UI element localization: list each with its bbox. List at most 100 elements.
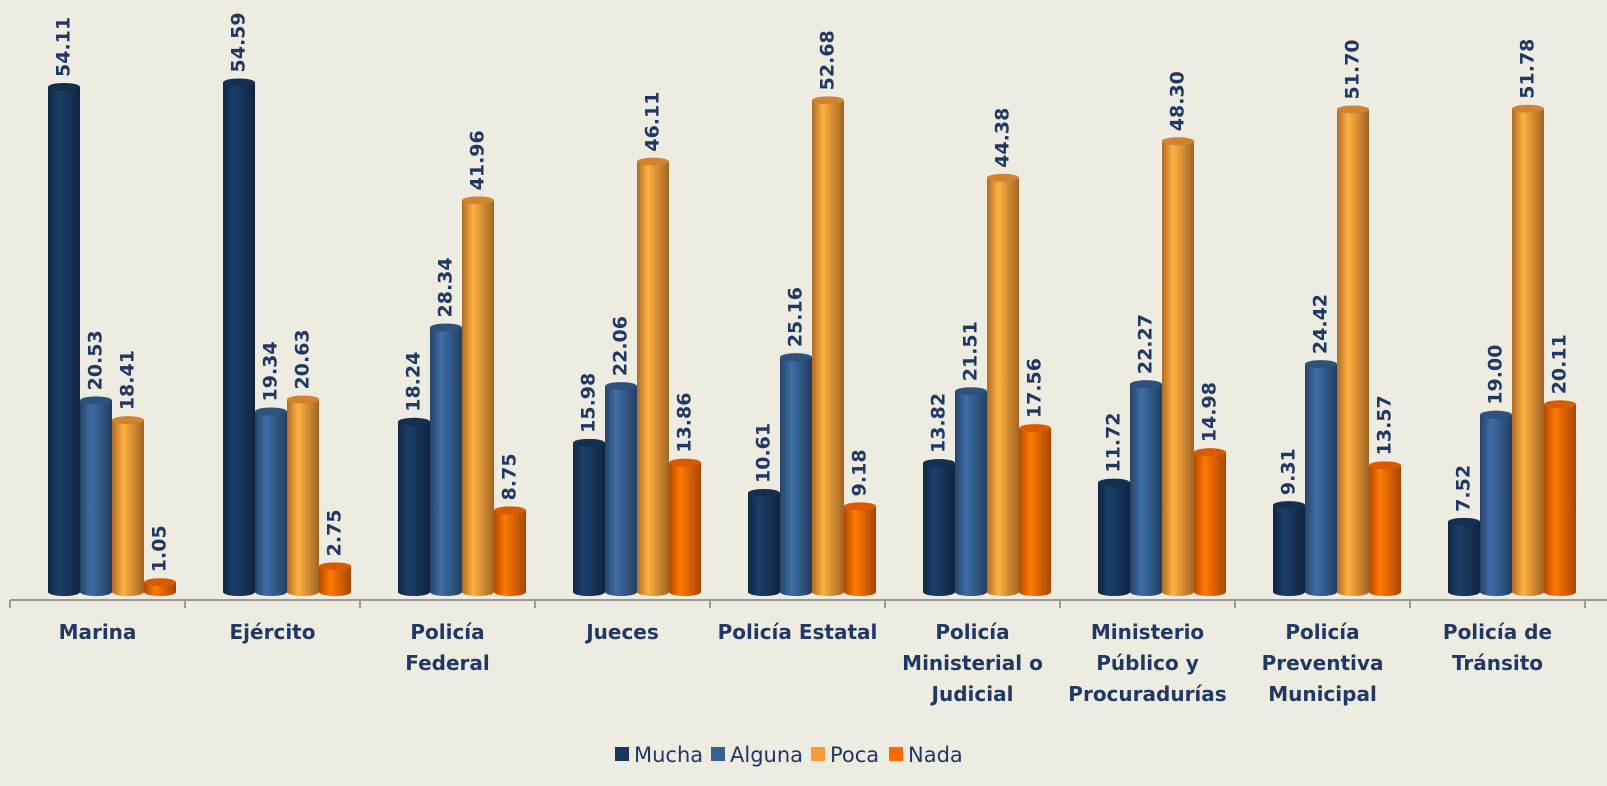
bar-base bbox=[1512, 588, 1544, 596]
value-label: 10.61 bbox=[753, 423, 775, 483]
x-tick-label: Policía Federal bbox=[405, 620, 490, 675]
bar bbox=[287, 399, 319, 592]
bar-top bbox=[1544, 400, 1576, 409]
bar-top bbox=[844, 502, 876, 511]
bar bbox=[923, 463, 955, 592]
x-tick-label: Ministerio Público y Procuradurías bbox=[1068, 620, 1227, 706]
bar bbox=[112, 420, 144, 592]
value-label: 51.78 bbox=[1517, 39, 1539, 99]
bar-top bbox=[398, 417, 430, 426]
bar-top bbox=[1512, 104, 1544, 113]
bar-base bbox=[462, 588, 494, 596]
value-label: 22.27 bbox=[1135, 314, 1157, 374]
value-label: 20.11 bbox=[1549, 334, 1571, 394]
value-label: 28.34 bbox=[435, 257, 457, 317]
bar bbox=[812, 100, 844, 592]
bar-top bbox=[494, 506, 526, 515]
x-tick-label: Policía de Tránsito bbox=[1442, 620, 1553, 675]
bar bbox=[1019, 428, 1051, 592]
value-label: 52.68 bbox=[817, 30, 839, 90]
value-label: 24.42 bbox=[1310, 294, 1332, 354]
bar-base bbox=[494, 588, 526, 596]
bar-top bbox=[923, 459, 955, 468]
bar-base bbox=[319, 588, 351, 596]
bar-top bbox=[144, 578, 176, 587]
bar-top bbox=[1130, 380, 1162, 389]
value-label: 15.98 bbox=[578, 373, 600, 433]
bar bbox=[398, 421, 430, 592]
value-label: 13.57 bbox=[1374, 395, 1396, 455]
bar bbox=[48, 86, 80, 593]
bar-base bbox=[1130, 588, 1162, 596]
bar-top bbox=[1369, 461, 1401, 470]
value-label: 1.05 bbox=[149, 525, 171, 572]
bar-top bbox=[255, 407, 287, 416]
bar-base bbox=[1273, 588, 1305, 596]
value-label: 44.38 bbox=[992, 108, 1014, 168]
bar bbox=[780, 357, 812, 592]
bar-base bbox=[748, 588, 780, 596]
bar-top bbox=[287, 395, 319, 404]
bar-top bbox=[812, 96, 844, 105]
bar-base bbox=[1098, 588, 1130, 596]
bar-top bbox=[1305, 360, 1337, 369]
value-label: 11.72 bbox=[1103, 413, 1125, 473]
bar-top bbox=[637, 157, 669, 166]
x-tick-label: Ejército bbox=[229, 620, 316, 644]
bar bbox=[1305, 364, 1337, 592]
bar-base bbox=[1305, 588, 1337, 596]
value-label: 41.96 bbox=[467, 130, 489, 190]
bar-base bbox=[112, 588, 144, 596]
bar-base bbox=[637, 588, 669, 596]
bar-base bbox=[48, 588, 80, 596]
value-label: 19.34 bbox=[260, 341, 282, 401]
bar bbox=[748, 492, 780, 592]
bar bbox=[1448, 521, 1480, 592]
bar-top bbox=[1273, 501, 1305, 510]
bar-top bbox=[80, 396, 112, 405]
bar bbox=[605, 386, 637, 592]
bar-top bbox=[780, 353, 812, 362]
bar-base bbox=[1337, 588, 1369, 596]
value-label: 20.63 bbox=[292, 329, 314, 389]
bar-top bbox=[1194, 448, 1226, 457]
bar-base bbox=[223, 588, 255, 596]
bar-top bbox=[1019, 424, 1051, 433]
bar-top bbox=[319, 562, 351, 571]
value-label: 8.75 bbox=[499, 453, 521, 500]
bar-base bbox=[1544, 588, 1576, 596]
value-label: 25.16 bbox=[785, 287, 807, 347]
bar bbox=[430, 327, 462, 592]
bar-top bbox=[669, 458, 701, 467]
value-label: 13.86 bbox=[674, 393, 696, 453]
value-label: 9.18 bbox=[849, 449, 871, 496]
x-tick-label: Marina bbox=[58, 620, 137, 644]
value-label: 18.41 bbox=[117, 350, 139, 410]
legend-swatch bbox=[615, 747, 629, 761]
x-tick-label: Jueces bbox=[586, 620, 659, 644]
value-label: 9.31 bbox=[1278, 448, 1300, 495]
legend-label: Poca bbox=[830, 743, 879, 767]
legend-label: Nada bbox=[908, 743, 963, 767]
bar bbox=[1512, 108, 1544, 592]
bar-top bbox=[605, 382, 637, 391]
bar-base bbox=[987, 588, 1019, 596]
bar bbox=[844, 506, 876, 592]
value-label: 14.98 bbox=[1199, 382, 1221, 442]
bar bbox=[1544, 404, 1576, 592]
bar-top bbox=[223, 78, 255, 87]
bar bbox=[573, 442, 605, 592]
legend-label: Alguna bbox=[730, 743, 803, 767]
bar-top bbox=[987, 173, 1019, 182]
bar bbox=[1337, 109, 1369, 592]
bar-base bbox=[812, 588, 844, 596]
bar-base bbox=[955, 588, 987, 596]
bar-base bbox=[1019, 588, 1051, 596]
bar-base bbox=[573, 588, 605, 596]
bar-top bbox=[462, 196, 494, 205]
bar-base bbox=[255, 588, 287, 596]
bar-top bbox=[1337, 105, 1369, 114]
bar-top bbox=[1480, 410, 1512, 419]
legend-swatch bbox=[811, 747, 825, 761]
value-label: 20.53 bbox=[85, 330, 107, 390]
